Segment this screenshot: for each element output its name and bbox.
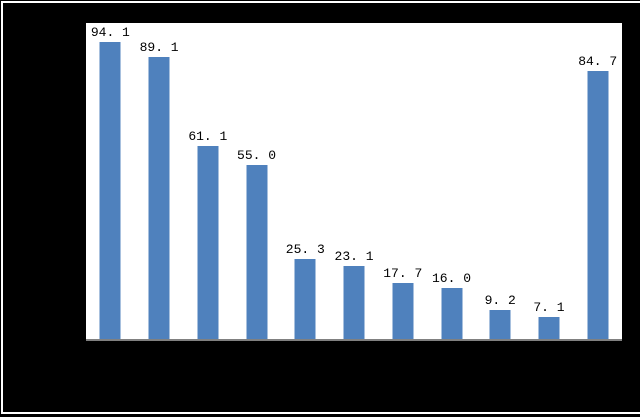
bar [148,57,170,339]
bar-value-label: 7. 1 [533,299,565,315]
bar-slot: 94. 1 [86,23,135,339]
bar-value-label: 61. 1 [188,128,228,144]
bar [197,145,219,339]
bar-value-label: 94. 1 [90,24,130,40]
bar-value-label: 84. 7 [578,54,618,70]
bar-slot: 61. 1 [183,23,232,339]
plot-area: 94. 1 89. 1 61. 1 55. 0 25. 3 23. 1 17. 7 16. 0… [86,23,622,341]
bar [392,283,414,339]
bar-slot: 84. 7 [573,23,622,339]
bar-value-label: 25. 3 [285,242,325,258]
bar-slot: 7. 1 [525,23,574,339]
bar [246,165,268,339]
bar-value-label: 23. 1 [334,249,374,265]
bar-value-label: 89. 1 [139,40,179,56]
bar-slot: 25. 3 [281,23,330,339]
bar-slot: 9. 2 [476,23,525,339]
bar-slot: 55. 0 [232,23,281,339]
bar-value-label: 55. 0 [237,148,277,164]
bar-slot: 89. 1 [135,23,184,339]
bar [538,316,560,339]
bar-slot: 16. 0 [427,23,476,339]
bar-slot: 17. 7 [378,23,427,339]
bar-value-label: 9. 2 [484,292,516,308]
bar [489,309,511,339]
bar-value-label: 16. 0 [431,271,472,287]
bar [587,71,609,339]
bar [343,266,365,339]
bar-value-label: 17. 7 [383,266,423,282]
bar-slot: 23. 1 [330,23,379,339]
bar [99,41,121,339]
bar [441,288,462,339]
bar [294,259,316,339]
bars-container: 94. 1 89. 1 61. 1 55. 0 25. 3 23. 1 17. 7 16. 0… [86,23,622,339]
